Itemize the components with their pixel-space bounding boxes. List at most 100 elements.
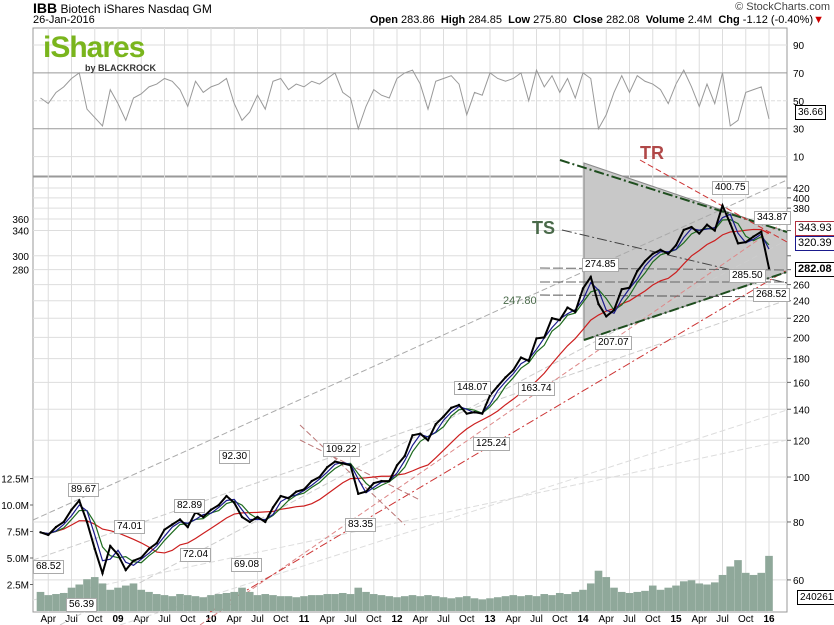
annotation: 92.30 xyxy=(219,450,251,464)
price-point xyxy=(504,376,507,379)
price-point xyxy=(473,410,476,414)
price-tick-label: 300 xyxy=(12,252,29,263)
price-point xyxy=(411,434,414,437)
price-point xyxy=(597,302,600,306)
price-tick-label: 100 xyxy=(793,473,810,484)
volume-tick-label: 7.5M xyxy=(7,528,29,539)
price-point xyxy=(372,481,375,485)
volume-bar xyxy=(679,581,688,611)
price-point xyxy=(705,223,709,226)
volume-bar xyxy=(439,597,448,611)
price-point xyxy=(217,503,220,507)
price-point xyxy=(326,465,329,469)
price-point xyxy=(457,403,461,407)
volume-tick-label: 2.5M xyxy=(7,581,29,592)
volume-bar xyxy=(222,592,231,611)
volume-bar xyxy=(362,591,370,611)
trend-line xyxy=(32,299,788,561)
price-point xyxy=(124,568,127,572)
price-point xyxy=(85,520,89,524)
volume-bar xyxy=(571,591,580,611)
volume-bar xyxy=(594,570,603,611)
volume-bar xyxy=(83,579,91,611)
annotation: 247.80 xyxy=(503,295,537,307)
price-point xyxy=(481,412,484,415)
volume-bar xyxy=(176,594,184,611)
price-point xyxy=(713,229,716,232)
volume-bar xyxy=(331,594,339,611)
price-point xyxy=(566,306,569,309)
volume-bar xyxy=(106,589,115,611)
x-tick-label: Oct xyxy=(273,614,289,625)
price-point xyxy=(744,240,747,244)
volume-bar xyxy=(462,596,471,611)
price-point xyxy=(721,204,724,207)
trend-line xyxy=(199,219,788,625)
volume-bar xyxy=(245,591,254,611)
price-point xyxy=(519,356,523,359)
x-tick-label: 09 xyxy=(112,614,124,625)
price-point xyxy=(295,490,298,493)
price-tick-label: 420 xyxy=(793,184,810,195)
price-point xyxy=(736,242,740,245)
trend-line xyxy=(32,439,788,601)
x-tick-label: Apr xyxy=(226,614,242,625)
price-point xyxy=(581,287,585,290)
price-point xyxy=(767,267,771,270)
volume-bar xyxy=(524,595,533,611)
price-point xyxy=(155,541,158,545)
price-point xyxy=(574,310,577,314)
price-point xyxy=(147,547,151,551)
price-point xyxy=(302,488,306,491)
volume-bar xyxy=(207,595,215,611)
volume-bar xyxy=(710,582,719,611)
price-point xyxy=(225,494,228,498)
price-point xyxy=(186,525,189,529)
x-tick-label: Jul xyxy=(344,614,357,625)
volume-bar xyxy=(152,594,161,611)
price-point xyxy=(465,412,468,415)
rsi-tick-label: 90 xyxy=(793,41,805,52)
rsi-tick-label: 50 xyxy=(793,97,805,108)
ma-short-line xyxy=(40,213,770,567)
close-value-tag: 282.08 xyxy=(795,262,834,277)
ts-label: TS xyxy=(532,218,556,238)
price-point xyxy=(318,475,321,479)
annotation: 109.22 xyxy=(323,443,360,457)
price-point xyxy=(349,464,352,467)
price-point xyxy=(140,556,143,559)
volume-tick-label: 10.0M xyxy=(1,501,29,512)
volume-bar xyxy=(493,597,502,611)
down-arrow-icon: ▼ xyxy=(813,14,824,26)
volume-bar xyxy=(757,572,766,611)
rsi-tick-label: 30 xyxy=(793,125,805,136)
volume-bar xyxy=(168,596,177,611)
x-tick-label: Apr xyxy=(40,614,56,625)
volume-bar xyxy=(346,594,355,611)
volume-bar xyxy=(610,587,618,611)
price-point xyxy=(543,336,546,339)
x-tick-label: Jul xyxy=(623,614,636,625)
volume-bar xyxy=(214,594,223,611)
x-tick-label: Oct xyxy=(180,614,196,625)
volume-bar xyxy=(145,591,153,611)
volume-bar xyxy=(749,574,758,611)
x-tick-label: Apr xyxy=(133,614,149,625)
volume-bar xyxy=(501,596,510,611)
price-tick-label: 120 xyxy=(793,436,810,447)
volume-bar xyxy=(664,587,673,611)
annotation: 68.52 xyxy=(33,560,65,574)
price-point xyxy=(70,508,73,511)
price-tick-label: 140 xyxy=(793,405,810,416)
volume-bar xyxy=(377,595,386,611)
price-point xyxy=(419,432,422,435)
x-tick-label: Jul xyxy=(437,614,450,625)
price-point xyxy=(512,368,515,372)
volume-bar xyxy=(300,596,308,611)
price-point xyxy=(380,479,383,483)
price-point xyxy=(264,520,267,524)
volume-bar xyxy=(269,595,277,611)
price-point xyxy=(132,559,135,562)
x-tick-label: Jul xyxy=(65,614,78,625)
